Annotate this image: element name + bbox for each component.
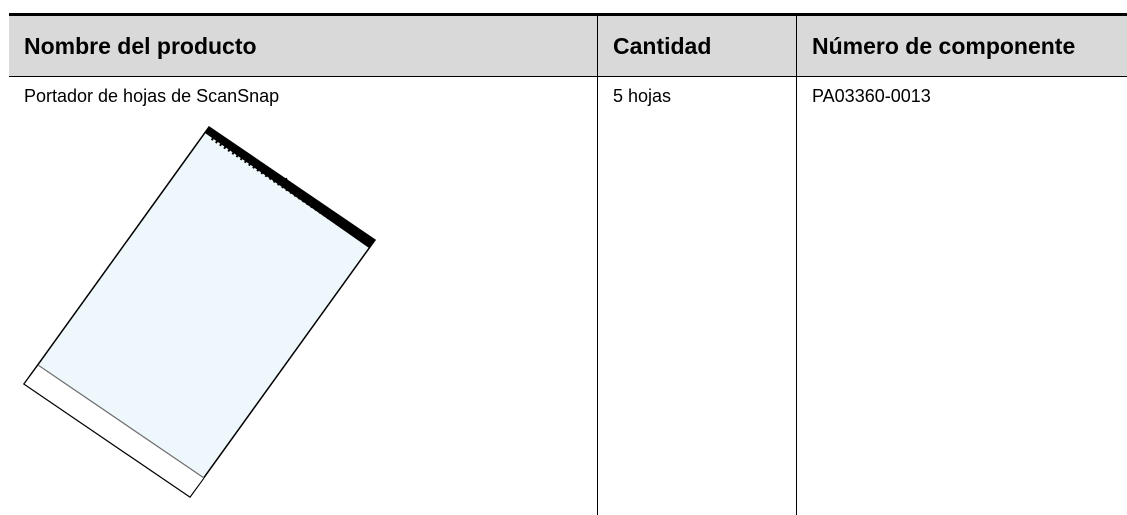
header-cell: Nombre del producto [9,16,597,76]
sheet-marks [210,136,367,244]
part-number: PA03360-0013 [812,86,931,106]
header-cell: Número de componente [797,16,1127,76]
sheet [22,125,377,499]
carrier-sheet-illustration [22,125,377,499]
strip-line [37,364,205,479]
header-cell: Cantidad [598,16,796,76]
sheet-top-band [205,127,375,248]
header-bottom-border [9,76,1127,77]
column-divider [597,16,598,515]
product-name: Portador de hojas de ScanSnap [24,86,280,106]
table-top-border [9,13,1127,16]
center-mark [285,177,289,187]
column-divider [796,16,797,515]
quantity: 5 hojas [613,86,672,106]
